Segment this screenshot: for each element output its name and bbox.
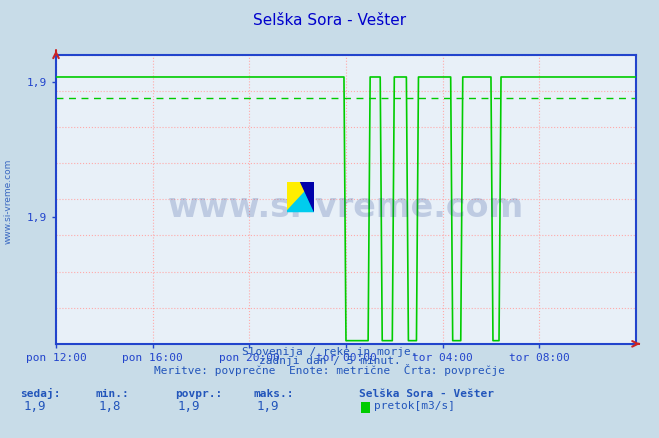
Text: min.:: min.: — [96, 389, 129, 399]
Text: www.si-vreme.com: www.si-vreme.com — [168, 191, 524, 224]
Text: povpr.:: povpr.: — [175, 389, 222, 399]
Text: Meritve: povprečne  Enote: metrične  Črta: povprečje: Meritve: povprečne Enote: metrične Črta:… — [154, 364, 505, 376]
Text: pretok[m3/s]: pretok[m3/s] — [374, 401, 455, 411]
Text: 1,9: 1,9 — [178, 399, 200, 413]
Polygon shape — [301, 182, 314, 212]
Text: 1,9: 1,9 — [23, 399, 45, 413]
Text: Selška Sora - Vešter: Selška Sora - Vešter — [359, 389, 494, 399]
Polygon shape — [287, 182, 314, 212]
Text: 1,9: 1,9 — [257, 399, 279, 413]
Text: Selška Sora - Vešter: Selška Sora - Vešter — [253, 14, 406, 28]
Text: sedaj:: sedaj: — [20, 388, 60, 399]
Text: 1,8: 1,8 — [99, 399, 121, 413]
Text: zadnji dan / 5 minut.: zadnji dan / 5 minut. — [258, 357, 401, 367]
Text: maks.:: maks.: — [254, 389, 294, 399]
Polygon shape — [287, 182, 314, 212]
Text: www.si-vreme.com: www.si-vreme.com — [4, 159, 13, 244]
Text: Slovenija / reke in morje.: Slovenija / reke in morje. — [242, 347, 417, 357]
